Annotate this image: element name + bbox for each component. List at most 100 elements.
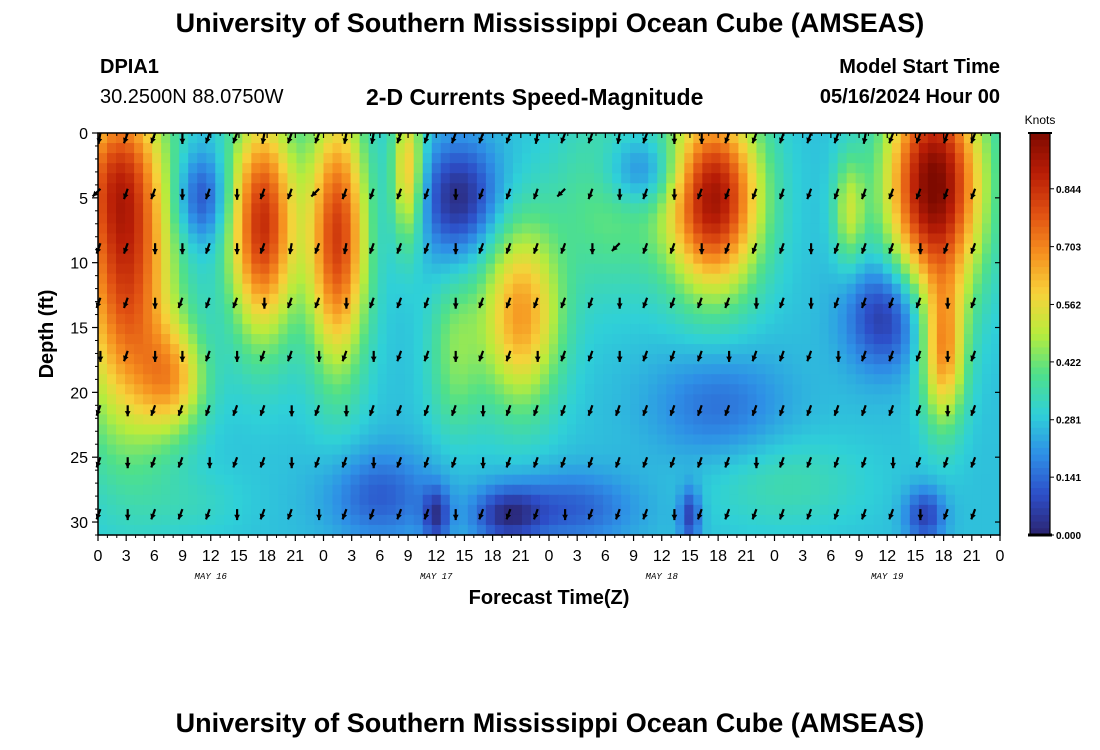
heatmap-cell	[594, 253, 604, 265]
heatmap-cell	[395, 313, 406, 325]
heatmap-cell	[98, 384, 108, 395]
heatmap-cell	[296, 374, 307, 385]
heatmap-cell	[107, 283, 117, 295]
heatmap-cell	[927, 193, 938, 204]
heatmap-cell	[702, 414, 712, 426]
heatmap-cell	[323, 464, 334, 476]
heatmap-cell	[323, 394, 334, 405]
current-arrow	[122, 132, 129, 144]
current-arrow	[179, 188, 186, 200]
heatmap-cell	[819, 243, 830, 255]
heatmap-cell	[413, 243, 424, 255]
heatmap-cell	[125, 273, 135, 285]
heatmap-cell	[287, 334, 298, 345]
heatmap-cell	[449, 243, 460, 255]
heatmap-cell	[116, 233, 126, 245]
heatmap-cell	[422, 334, 433, 345]
heatmap-cell	[864, 394, 875, 405]
heatmap-cell	[224, 344, 234, 355]
heatmap-cell	[990, 414, 1001, 426]
heatmap-cell	[206, 253, 216, 265]
heatmap-cell	[143, 514, 153, 526]
heatmap-cell	[467, 313, 478, 325]
heatmap-cell	[810, 484, 821, 496]
heatmap-cell	[98, 514, 108, 526]
heatmap-cell	[720, 514, 730, 526]
heatmap-cell	[251, 474, 261, 486]
current-arrow	[505, 350, 512, 362]
heatmap-cell	[350, 213, 361, 225]
heatmap-cell	[549, 424, 559, 436]
heatmap-cell	[990, 163, 1001, 174]
heatmap-cell	[936, 414, 947, 426]
heatmap-cell	[215, 133, 225, 144]
heatmap-cell	[170, 444, 180, 456]
heatmap-cell	[305, 243, 316, 255]
colorbar-swatch	[1030, 246, 1050, 255]
heatmap-cell	[530, 143, 541, 154]
heatmap-cell	[630, 303, 640, 315]
heatmap-cell	[215, 243, 225, 255]
heatmap-cell	[873, 163, 884, 174]
heatmap-cell	[621, 283, 631, 295]
heatmap-cell	[918, 253, 929, 265]
heatmap-cell	[413, 484, 424, 496]
heatmap-cell	[675, 173, 685, 184]
heatmap-cell	[612, 504, 622, 516]
heatmap-cell	[485, 334, 496, 345]
heatmap-cell	[864, 293, 875, 305]
heatmap-cell	[684, 454, 694, 466]
current-arrow	[642, 188, 649, 200]
heatmap-cell	[639, 173, 649, 184]
heatmap-cell	[882, 444, 893, 456]
heatmap-cell	[197, 173, 207, 184]
heatmap-cell	[693, 263, 703, 275]
heatmap-cell	[801, 323, 812, 335]
heatmap-cell	[152, 323, 162, 335]
heatmap-cell	[630, 143, 640, 154]
current-arrow	[890, 457, 896, 469]
heatmap-cell	[368, 273, 379, 285]
heatmap-cell	[774, 233, 785, 245]
heatmap-cell	[404, 424, 415, 436]
heatmap-cell	[738, 524, 749, 536]
heatmap-cell	[693, 223, 703, 235]
heatmap-cell	[512, 313, 523, 325]
heatmap-cell	[666, 253, 676, 265]
heatmap-cell	[729, 223, 740, 235]
heatmap-cell	[305, 213, 316, 225]
heatmap-cell	[720, 163, 730, 174]
heatmap-cell	[621, 203, 631, 214]
heatmap-cell	[675, 143, 685, 154]
heatmap-cell	[963, 424, 974, 436]
heatmap-cell	[774, 203, 785, 214]
heatmap-cell	[143, 133, 153, 144]
heatmap-cell	[116, 514, 126, 526]
heatmap-cell	[125, 384, 135, 395]
heatmap-cell	[594, 414, 604, 426]
heatmap-cell	[963, 163, 974, 174]
heatmap-cell	[152, 474, 162, 486]
heatmap-cell	[972, 424, 983, 436]
heatmap-cell	[530, 394, 541, 405]
heatmap-cell	[648, 524, 658, 536]
heatmap-cell	[143, 464, 153, 476]
colorbar-swatch	[1030, 434, 1050, 442]
colorbar-swatch	[1030, 374, 1050, 382]
heatmap-cell	[810, 183, 821, 194]
heatmap-cell	[549, 434, 559, 446]
heatmap-cell	[891, 143, 902, 154]
heatmap-cell	[260, 434, 270, 446]
heatmap-cell	[476, 153, 487, 164]
heatmap-cell	[296, 213, 307, 225]
heatmap-cell	[134, 293, 144, 305]
heatmap-cell	[675, 203, 685, 214]
heatmap-cell	[657, 514, 667, 526]
heatmap-cell	[98, 303, 108, 315]
heatmap-cell	[639, 414, 649, 426]
heatmap-cell	[278, 424, 289, 436]
heatmap-cell	[765, 384, 776, 395]
heatmap-cell	[413, 474, 424, 486]
heatmap-cell	[296, 394, 307, 405]
heatmap-cell	[197, 334, 207, 345]
